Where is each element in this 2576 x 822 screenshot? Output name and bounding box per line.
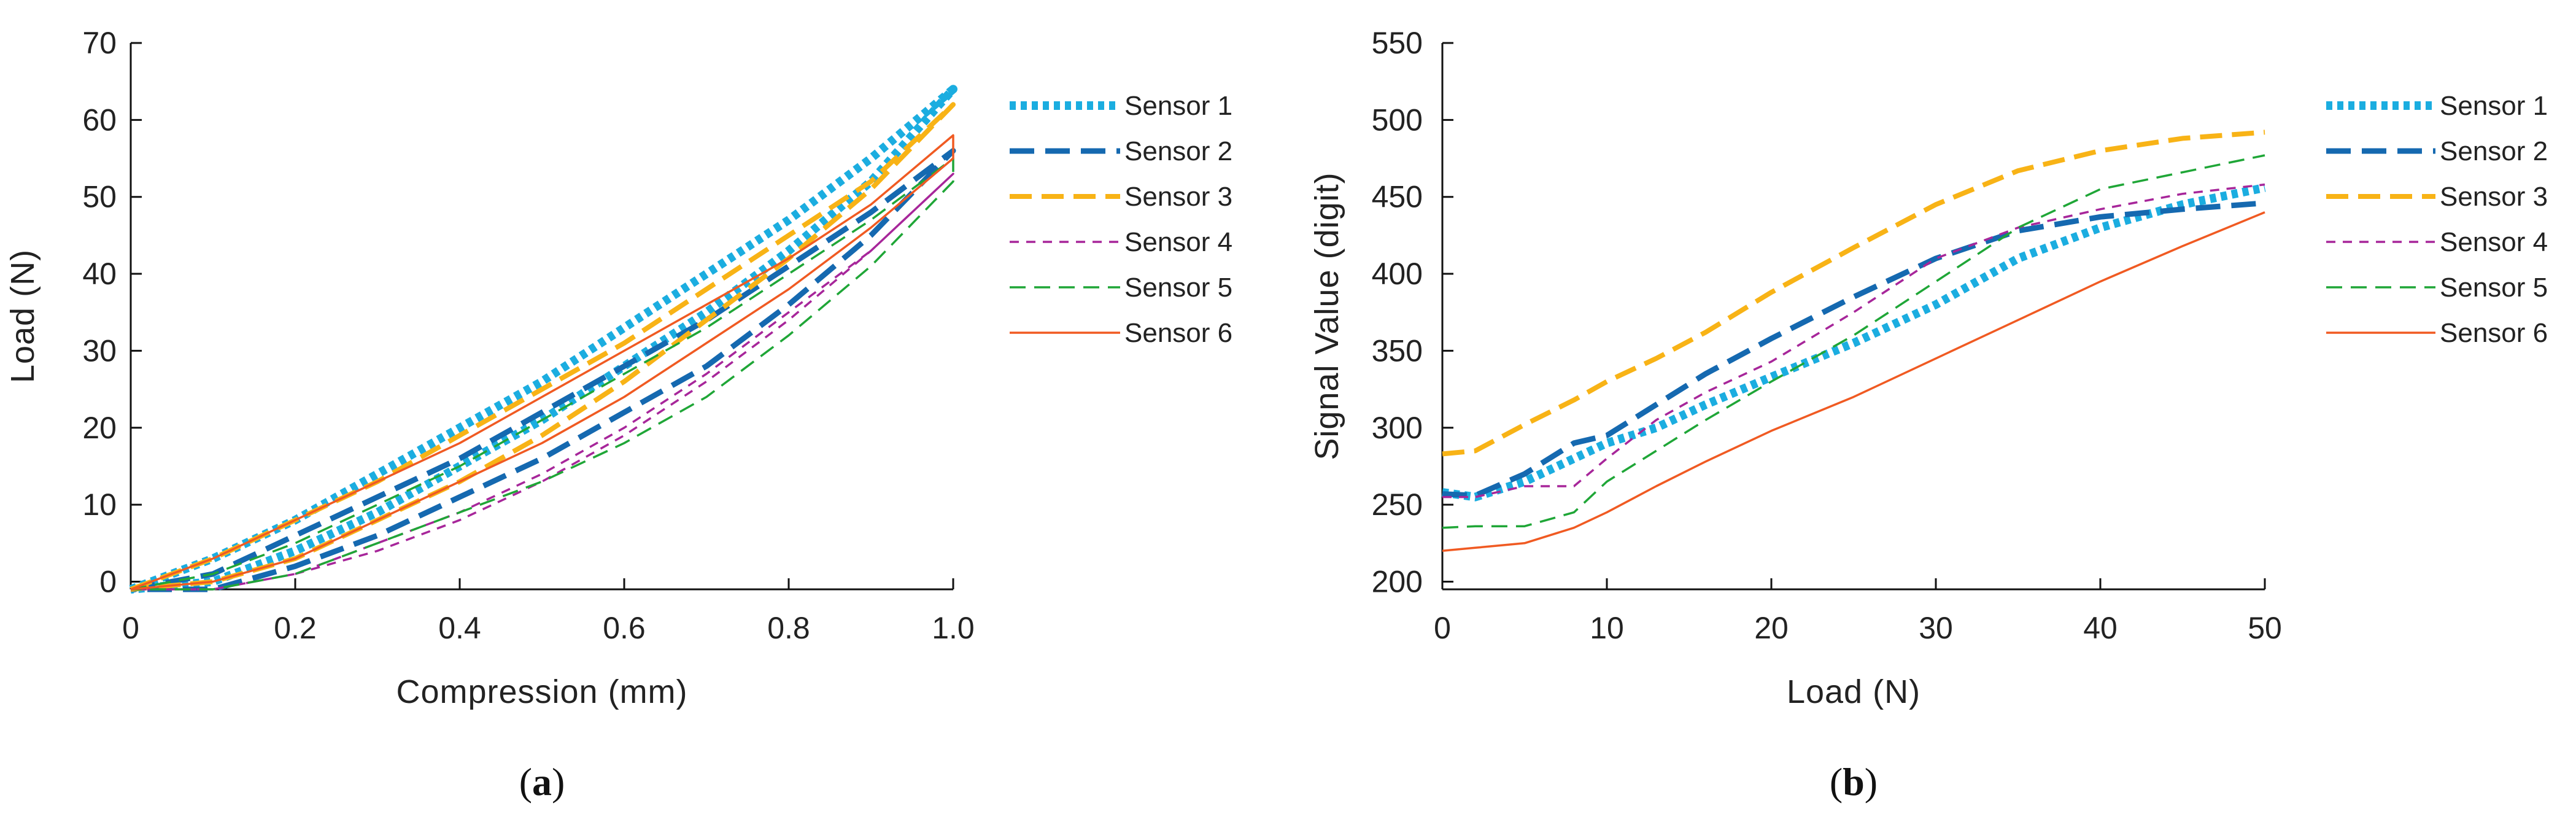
- chart-panel-b: 200 250 300 350 400 450 500 550 0 10 20 30 40 50 Load …: [1309, 26, 2548, 804]
- x-tick-label: 20: [1754, 611, 1789, 645]
- plot-area: [1442, 130, 2266, 553]
- y-tick-label: 350: [1372, 333, 1423, 368]
- legend: Sensor 1 Sensor 2 Sensor 3 Sensor 4 Sensor 5…: [1010, 91, 1232, 348]
- x-tick-label: 0.2: [274, 611, 317, 645]
- legend-label-sensor-6: Sensor 6: [2440, 318, 2548, 348]
- x-tick-label: 0.6: [603, 611, 646, 645]
- y-tick-label: 0: [99, 564, 117, 599]
- y-tick-label: 300: [1372, 411, 1423, 445]
- x-tick-label: 40: [2083, 611, 2118, 645]
- x-axis-label: Compression (mm): [396, 673, 687, 710]
- chart-panel-a: 0 10 20 30 40 50 60 70 0 0.2 0.4 0.6 0.8 1.0 Compressi…: [4, 26, 1232, 804]
- y-tick-label: 30: [82, 333, 117, 368]
- series-line-sensor-3: [1442, 130, 2265, 457]
- y-axis-label: Signal Value (digit): [1309, 172, 1345, 460]
- y-tick-label: 400: [1372, 257, 1423, 291]
- series-line-sensor-1: [1442, 183, 2266, 502]
- legend: Sensor 1 Sensor 2 Sensor 3 Sensor 4 Sensor 5…: [2326, 91, 2548, 348]
- y-tick-label: 60: [82, 103, 117, 137]
- y-tick-label: 500: [1372, 103, 1423, 137]
- legend-label-sensor-1: Sensor 1: [1124, 91, 1232, 121]
- plot-area: [129, 85, 957, 594]
- series-line-sensor-1: [129, 85, 957, 594]
- x-tick-label: 0: [1434, 611, 1451, 645]
- y-tick-label: 20: [82, 411, 117, 445]
- x-tick-label: 0.8: [767, 611, 810, 645]
- series-line-sensor-2: [130, 148, 956, 592]
- series-line-sensor-6: [1442, 211, 2265, 553]
- legend-label-sensor-1: Sensor 1: [2440, 91, 2548, 121]
- legend-label-sensor-3: Sensor 3: [1124, 182, 1232, 212]
- x-tick-label: 30: [1919, 611, 1953, 645]
- legend-label-sensor-2: Sensor 2: [1124, 136, 1232, 166]
- legend-label-sensor-5: Sensor 5: [2440, 273, 2548, 303]
- series-line-sensor-3: [130, 102, 956, 592]
- x-tick-label: 50: [2248, 611, 2282, 645]
- y-tick-label: 70: [82, 26, 117, 60]
- y-tick-label: 550: [1372, 26, 1423, 60]
- series-line-sensor-2: [1442, 200, 2265, 498]
- series-line-sensor-6: [130, 134, 954, 591]
- y-tick-label: 250: [1372, 487, 1423, 522]
- x-tick-label: 10: [1590, 611, 1624, 645]
- panel-label: (a): [519, 760, 565, 804]
- panel-label: (b): [1830, 760, 1878, 804]
- legend-label-sensor-6: Sensor 6: [1124, 318, 1232, 348]
- series-line-sensor-5: [130, 157, 954, 591]
- legend-label-sensor-2: Sensor 2: [2440, 136, 2548, 166]
- x-tick-label: 1.0: [932, 611, 975, 645]
- legend-label-sensor-4: Sensor 4: [2440, 227, 2548, 257]
- legend-label-sensor-3: Sensor 3: [2440, 182, 2548, 212]
- series-line-sensor-4: [1442, 183, 2265, 498]
- y-axis-label: Load (N): [4, 249, 41, 383]
- x-axis-label: Load (N): [1787, 673, 1920, 710]
- y-tick-label: 40: [82, 257, 117, 291]
- series-line-sensor-5: [1442, 154, 2265, 529]
- x-tick-label: 0.4: [438, 611, 481, 645]
- y-tick-label: 10: [82, 487, 117, 522]
- legend-label-sensor-5: Sensor 5: [1124, 273, 1232, 303]
- y-tick-label: 50: [82, 180, 117, 214]
- y-tick-label: 200: [1372, 564, 1423, 599]
- series-line-sensor-4: [131, 173, 954, 591]
- y-tick-label: 450: [1372, 180, 1423, 214]
- legend-label-sensor-4: Sensor 4: [1124, 227, 1232, 257]
- x-tick-label: 0: [122, 611, 139, 645]
